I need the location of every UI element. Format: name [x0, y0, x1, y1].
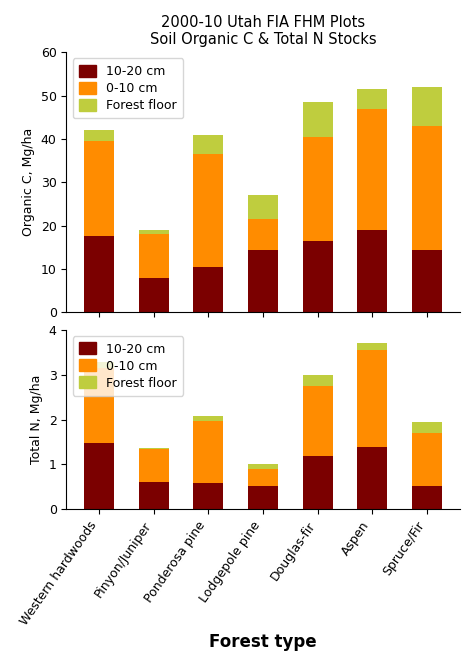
Bar	[303, 241, 333, 312]
Bar	[193, 267, 223, 312]
Bar	[84, 362, 114, 368]
Bar	[357, 343, 387, 350]
Bar	[357, 350, 387, 447]
Bar	[248, 195, 278, 219]
Bar	[303, 375, 333, 386]
Bar	[248, 464, 278, 469]
Bar	[412, 249, 442, 312]
Bar	[193, 421, 223, 483]
Bar	[193, 483, 223, 509]
Bar	[357, 447, 387, 509]
Y-axis label: Total N, Mg/ha: Total N, Mg/ha	[30, 375, 43, 464]
Bar	[357, 108, 387, 230]
Bar	[193, 416, 223, 421]
Bar	[357, 89, 387, 108]
X-axis label: Forest type: Forest type	[209, 633, 317, 652]
Bar	[84, 368, 114, 443]
Bar	[412, 433, 442, 486]
Bar	[193, 135, 223, 154]
Bar	[303, 102, 333, 136]
Bar	[84, 131, 114, 141]
Bar	[84, 443, 114, 509]
Bar	[139, 234, 169, 278]
Bar	[84, 141, 114, 236]
Bar	[139, 230, 169, 234]
Bar	[248, 249, 278, 312]
Bar	[248, 486, 278, 509]
Bar	[248, 219, 278, 249]
Bar	[303, 456, 333, 509]
Bar	[248, 469, 278, 486]
Bar	[357, 230, 387, 312]
Bar	[139, 278, 169, 312]
Bar	[84, 236, 114, 312]
Title: 2000-10 Utah FIA FHM Plots
Soil Organic C & Total N Stocks: 2000-10 Utah FIA FHM Plots Soil Organic …	[150, 14, 376, 47]
Bar	[139, 481, 169, 509]
Bar	[412, 422, 442, 433]
Legend: 10-20 cm, 0-10 cm, Forest floor: 10-20 cm, 0-10 cm, Forest floor	[73, 336, 183, 396]
Bar	[303, 386, 333, 456]
Legend: 10-20 cm, 0-10 cm, Forest floor: 10-20 cm, 0-10 cm, Forest floor	[73, 59, 183, 118]
Bar	[412, 87, 442, 126]
Bar	[412, 486, 442, 509]
Bar	[303, 136, 333, 241]
Bar	[139, 449, 169, 481]
Bar	[412, 126, 442, 249]
Bar	[193, 154, 223, 267]
Y-axis label: Organic C, Mg/ha: Organic C, Mg/ha	[22, 128, 35, 236]
